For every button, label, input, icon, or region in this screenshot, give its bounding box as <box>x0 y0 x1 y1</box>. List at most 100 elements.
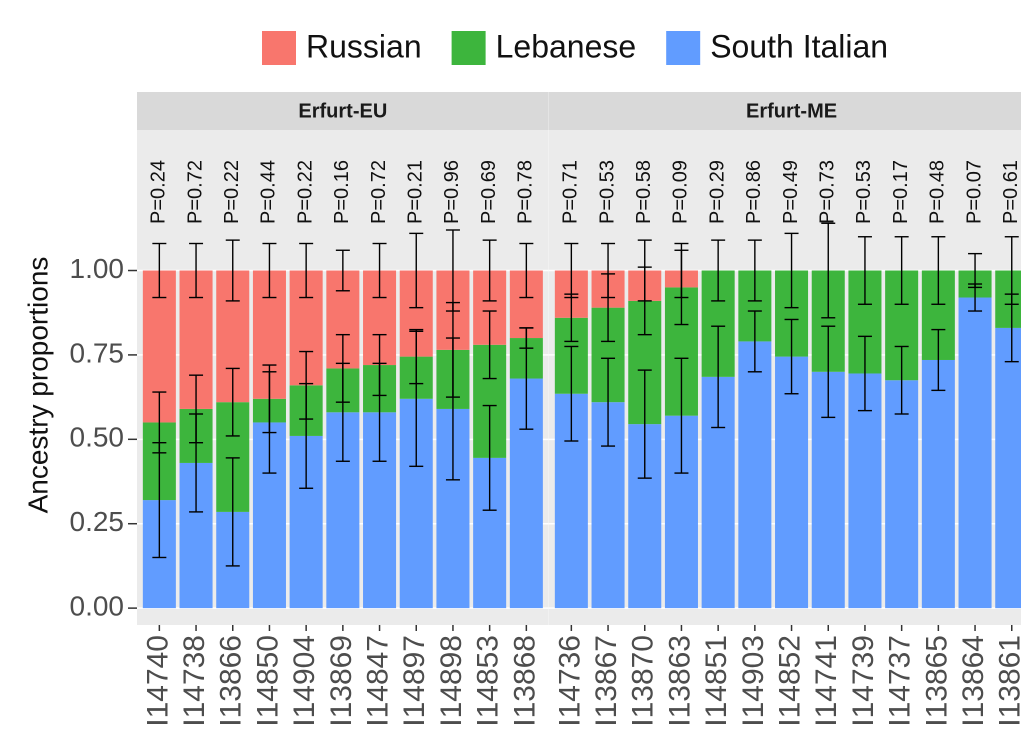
error-bar <box>637 239 652 302</box>
bar-segment <box>995 270 1021 328</box>
y-tick-label: 0.50 <box>70 422 125 453</box>
p-value: P=0.22 <box>221 160 243 224</box>
x-tick-label: I13863 <box>663 635 696 727</box>
error-bar <box>152 242 167 299</box>
error-bar <box>821 222 836 319</box>
error-bar <box>931 236 946 305</box>
x-tick-label: I13869 <box>325 635 358 727</box>
p-value: P=0.44 <box>258 160 280 224</box>
bar-segment <box>775 356 809 609</box>
x-tick-label: I14739 <box>847 635 880 727</box>
p-value: P=0.29 <box>706 160 728 224</box>
error-bar <box>225 457 240 567</box>
error-bar <box>482 310 497 380</box>
p-value: P=0.71 <box>560 160 582 224</box>
p-value: P=0.78 <box>515 160 537 224</box>
x-tick-label: I14903 <box>737 635 770 727</box>
strip <box>549 92 1021 130</box>
bar-segment <box>848 373 882 609</box>
error-bar <box>299 242 314 299</box>
x-tick-label: I14898 <box>435 635 468 727</box>
error-bar <box>674 357 689 474</box>
error-bar <box>637 369 652 479</box>
p-value: P=0.72 <box>368 160 390 224</box>
error-bar <box>482 404 497 511</box>
error-bar <box>445 229 460 312</box>
p-value: P=0.73 <box>817 160 839 224</box>
p-value: P=0.21 <box>405 160 427 224</box>
x-tick-label: I13870 <box>627 635 660 727</box>
x-tick-label: I14736 <box>553 635 586 727</box>
strip <box>137 92 549 130</box>
y-tick-label: 1.00 <box>70 253 125 284</box>
p-value: P=0.53 <box>853 160 875 224</box>
error-bar <box>519 327 534 349</box>
p-value: P=0.48 <box>927 160 949 224</box>
x-tick-label: I13864 <box>957 635 990 727</box>
error-bar <box>335 333 350 403</box>
x-tick-label: I13866 <box>215 635 248 727</box>
error-bar <box>564 345 579 442</box>
p-value: P=0.53 <box>596 160 618 224</box>
x-tick-label: I14904 <box>288 635 321 727</box>
bar-segment <box>738 341 772 609</box>
legend-swatch <box>451 31 486 65</box>
error-bar <box>372 242 387 299</box>
p-value: P=0.69 <box>478 160 500 224</box>
error-bar <box>372 333 387 397</box>
p-value: P=0.49 <box>780 160 802 224</box>
p-value: P=0.86 <box>743 160 765 224</box>
error-bar <box>784 232 799 309</box>
p-value: P=0.09 <box>670 160 692 224</box>
legend-swatch <box>262 31 296 65</box>
legend-swatch <box>666 31 701 65</box>
p-value: P=0.17 <box>890 160 912 224</box>
error-bar <box>189 242 204 299</box>
legend-label: Russian <box>306 28 422 64</box>
y-tick-label: 0.25 <box>70 506 125 537</box>
p-value: P=0.22 <box>294 160 316 224</box>
p-value: P=0.72 <box>184 160 206 224</box>
x-tick-label: I13868 <box>508 635 541 727</box>
error-bar <box>1004 236 1019 305</box>
x-tick-label: I14741 <box>810 635 843 727</box>
error-bar <box>601 242 616 299</box>
x-tick-label: I13861 <box>994 635 1021 727</box>
error-bar <box>711 239 726 302</box>
x-tick-label: I14847 <box>361 635 394 727</box>
x-tick-label: I14850 <box>251 635 284 727</box>
x-tick-label: I14853 <box>472 635 505 727</box>
x-tick-label: I14897 <box>398 635 431 727</box>
error-bar <box>931 328 946 392</box>
p-value: P=0.61 <box>1000 160 1021 224</box>
y-axis-label: Ancestry proportions <box>22 257 53 514</box>
error-bar <box>674 242 689 299</box>
x-tick-label: I14737 <box>884 635 917 727</box>
x-tick-label: I14740 <box>141 635 174 727</box>
p-value: P=0.07 <box>963 160 985 224</box>
bar-segment <box>958 297 992 609</box>
error-bar <box>747 239 762 302</box>
legend-label: South Italian <box>710 28 888 64</box>
error-bar <box>152 391 167 454</box>
error-bar <box>601 357 616 447</box>
error-bar <box>894 236 909 305</box>
error-bar <box>335 249 350 292</box>
facet-title: Erfurt-ME <box>746 100 837 122</box>
p-value: P=0.58 <box>633 160 655 224</box>
y-tick-label: 0.00 <box>70 591 125 622</box>
bar-segment <box>885 380 919 609</box>
error-bar <box>189 374 204 444</box>
error-bar <box>299 350 314 420</box>
x-tick-label: I14851 <box>700 635 733 727</box>
error-bar <box>821 325 836 419</box>
error-bar <box>482 239 497 302</box>
error-bar <box>225 239 240 302</box>
y-tick-label: 0.75 <box>70 337 125 368</box>
legend-label: Lebanese <box>496 28 637 64</box>
error-bar <box>564 242 579 299</box>
error-bar <box>519 242 534 299</box>
facet-title: Erfurt-EU <box>298 100 387 122</box>
error-bar <box>409 328 424 385</box>
